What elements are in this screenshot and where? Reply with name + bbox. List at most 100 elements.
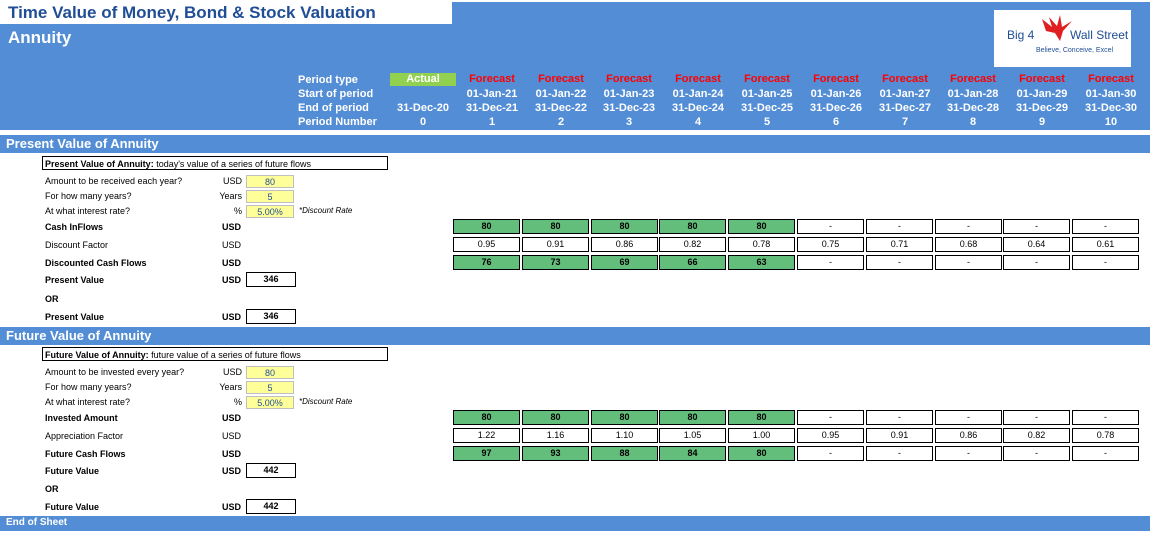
value-cell[interactable]: 0.71 xyxy=(866,237,933,252)
value-cell[interactable]: - xyxy=(1072,219,1139,234)
value-cell[interactable]: 80 xyxy=(591,410,658,425)
value-cell[interactable]: - xyxy=(1072,255,1139,270)
value-cell[interactable]: - xyxy=(797,446,864,461)
value-cell[interactable]: 63 xyxy=(728,255,795,270)
start-date-cell: 01-Jan-27 xyxy=(879,88,931,100)
value-cell[interactable]: - xyxy=(1003,446,1070,461)
value-cell[interactable]: 76 xyxy=(453,255,520,270)
end-date-cell: 31-Dec-22 xyxy=(535,102,587,114)
value-cell[interactable]: - xyxy=(866,219,933,234)
footer-text: End of Sheet xyxy=(6,517,68,528)
value-cell[interactable]: - xyxy=(797,410,864,425)
value-cell[interactable]: 0.82 xyxy=(1003,428,1070,443)
pv-description-text: today's value of a series of future flow… xyxy=(153,159,311,169)
value-cell[interactable]: 80 xyxy=(522,219,589,234)
input-value-cell[interactable]: 5.00% xyxy=(246,396,294,409)
row-label: Invested Amount xyxy=(45,413,118,423)
value-cell[interactable]: 0.78 xyxy=(1072,428,1139,443)
end-date-cell: 31-Dec-25 xyxy=(741,102,793,114)
input-value-cell[interactable]: 80 xyxy=(246,175,294,188)
value-cell[interactable]: 80 xyxy=(728,446,795,461)
value-cell[interactable]: 0.75 xyxy=(797,237,864,252)
value-cell[interactable]: 80 xyxy=(591,219,658,234)
logo: Big 4 Wall Street Believe, Conceive, Exc… xyxy=(994,10,1131,67)
value-cell[interactable]: 0.86 xyxy=(591,237,658,252)
value-cell[interactable]: - xyxy=(935,255,1002,270)
value-cell[interactable]: - xyxy=(866,255,933,270)
value-cell[interactable]: 84 xyxy=(659,446,726,461)
value-cell[interactable]: 1.05 xyxy=(659,428,726,443)
value-cell[interactable]: - xyxy=(1003,410,1070,425)
value-cell[interactable]: - xyxy=(797,219,864,234)
value-cell[interactable]: - xyxy=(797,255,864,270)
value-cell[interactable]: 80 xyxy=(728,410,795,425)
value-cell[interactable]: 97 xyxy=(453,446,520,461)
fv-result2-unit: USD xyxy=(221,502,241,512)
value-cell[interactable]: 66 xyxy=(659,255,726,270)
value-cell[interactable]: 0.91 xyxy=(522,237,589,252)
row-unit: USD xyxy=(221,240,241,250)
value-cell[interactable]: 1.00 xyxy=(728,428,795,443)
start-date-cell: 01-Jan-29 xyxy=(1016,88,1068,100)
value-cell[interactable]: 1.10 xyxy=(591,428,658,443)
input-label: Amount to be received each year? xyxy=(45,176,183,186)
value-cell[interactable]: 80 xyxy=(522,410,589,425)
value-cell[interactable]: 80 xyxy=(659,219,726,234)
input-value-cell[interactable]: 5.00% xyxy=(246,205,294,218)
start-date-cell: 01-Jan-25 xyxy=(741,88,793,100)
value-cell[interactable]: - xyxy=(935,446,1002,461)
value-cell[interactable]: - xyxy=(866,410,933,425)
end-date-cell: 31-Dec-20 xyxy=(397,102,449,114)
pv-section-bar xyxy=(0,135,1150,153)
header-band-top xyxy=(452,2,1150,24)
value-cell[interactable]: 1.16 xyxy=(522,428,589,443)
value-cell[interactable]: - xyxy=(1072,410,1139,425)
value-cell[interactable]: 0.86 xyxy=(935,428,1002,443)
value-cell[interactable]: 0.68 xyxy=(935,237,1002,252)
value-cell[interactable]: - xyxy=(935,219,1002,234)
period-type-label: Period type xyxy=(298,74,358,86)
fv-description-bold: Future Value of Annuity: xyxy=(45,350,149,360)
value-cell[interactable]: 0.95 xyxy=(797,428,864,443)
pv-result1-label: Present Value xyxy=(45,275,105,285)
value-cell[interactable]: 69 xyxy=(591,255,658,270)
value-cell[interactable]: 0.82 xyxy=(659,237,726,252)
period-type-cell: Forecast xyxy=(606,73,652,85)
input-value-cell[interactable]: 5 xyxy=(246,381,294,394)
period-type-cell: Forecast xyxy=(675,73,721,85)
value-cell[interactable]: 0.78 xyxy=(728,237,795,252)
value-cell[interactable]: - xyxy=(1072,446,1139,461)
input-value-cell[interactable]: 5 xyxy=(246,190,294,203)
value-cell[interactable]: - xyxy=(1003,255,1070,270)
value-cell[interactable]: 93 xyxy=(522,446,589,461)
value-cell[interactable]: 73 xyxy=(522,255,589,270)
value-cell[interactable]: 88 xyxy=(591,446,658,461)
input-value-cell[interactable]: 80 xyxy=(246,366,294,379)
row-unit: USD xyxy=(221,449,241,459)
value-cell[interactable]: 0.91 xyxy=(866,428,933,443)
value-cell[interactable]: 0.95 xyxy=(453,237,520,252)
value-cell[interactable]: - xyxy=(935,410,1002,425)
value-cell[interactable]: 0.64 xyxy=(1003,237,1070,252)
value-cell[interactable]: 1.22 xyxy=(453,428,520,443)
value-cell[interactable]: 80 xyxy=(453,219,520,234)
value-cell[interactable]: 80 xyxy=(659,410,726,425)
fv-section-title: Future Value of Annuity xyxy=(6,328,152,343)
input-label: For how many years? xyxy=(45,382,132,392)
value-cell[interactable]: - xyxy=(866,446,933,461)
value-cell[interactable]: - xyxy=(1003,219,1070,234)
fv-rate-note: *Discount Rate xyxy=(299,397,353,406)
start-date-cell: 01-Jan-21 xyxy=(466,88,518,100)
fv-result1-value: 442 xyxy=(246,463,296,478)
value-cell[interactable]: 80 xyxy=(728,219,795,234)
value-cell[interactable]: 0.61 xyxy=(1072,237,1139,252)
pv-description-box: Present Value of Annuity: today's value … xyxy=(42,156,388,170)
fv-result1-label: Future Value xyxy=(45,466,100,476)
row-label: Discounted Cash Flows xyxy=(45,258,147,268)
period-number-cell: 8 xyxy=(969,116,977,128)
input-unit: USD xyxy=(222,367,242,377)
start-of-period-label: Start of period xyxy=(298,88,374,100)
fv-result1-unit: USD xyxy=(221,466,241,476)
start-date-cell: 01-Jan-22 xyxy=(535,88,587,100)
value-cell[interactable]: 80 xyxy=(453,410,520,425)
